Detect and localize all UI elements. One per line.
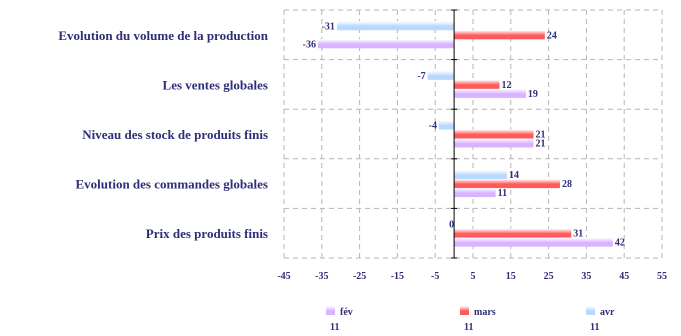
- legend-swatch-fév: [326, 306, 335, 315]
- data-label: -36: [303, 39, 316, 50]
- data-label: -7: [417, 71, 425, 82]
- bar-fév-2: [454, 138, 534, 148]
- legend-label-line2: 11: [464, 322, 473, 333]
- x-tick-label: 55: [657, 271, 667, 282]
- bar-mars-0: [454, 30, 545, 40]
- legend-label: avr: [600, 307, 615, 318]
- bar-avr-0: [336, 21, 455, 31]
- x-tick-label: 35: [581, 271, 591, 282]
- bar-avr-2: [438, 120, 455, 130]
- legend-label-line2: 11: [590, 322, 599, 333]
- x-tick-label: 15: [506, 271, 516, 282]
- data-label: 19: [528, 89, 538, 100]
- data-label: 0: [449, 220, 454, 231]
- legend-label: fév: [340, 307, 353, 318]
- bar-avr-3: [454, 170, 508, 180]
- x-tick-label: -15: [391, 271, 404, 282]
- data-label: 31: [573, 229, 583, 240]
- x-tick-label: 25: [544, 271, 554, 282]
- x-tick-label: -5: [431, 271, 439, 282]
- legend-label: mars: [474, 307, 496, 318]
- x-tick-label: 5: [471, 271, 476, 282]
- data-label: 28: [562, 179, 572, 190]
- x-tick-label: -45: [277, 271, 290, 282]
- legend-label-line2: 11: [330, 322, 339, 333]
- bar-mars-2: [454, 129, 534, 139]
- data-label: -31: [322, 21, 335, 32]
- category-label: Evolution des commandes globales: [76, 177, 269, 192]
- chart-grid: [283, 9, 663, 259]
- bar-fév-1: [454, 88, 526, 98]
- zero-axis: [451, 9, 458, 259]
- bar-mars-4: [454, 228, 572, 238]
- x-tick-labels: -45 -35 -25 -15 -5 5 15 25 35 45 55: [277, 271, 667, 282]
- data-label: 14: [509, 170, 519, 181]
- bar-avr-1: [427, 70, 455, 80]
- bar-fév-4: [454, 237, 613, 247]
- bar-fév-3: [454, 188, 496, 198]
- category-label: Les ventes globales: [163, 77, 268, 92]
- x-tick-label: -25: [353, 271, 366, 282]
- x-tick-label: 45: [619, 271, 629, 282]
- category-label: Evolution du volume de la production: [58, 28, 268, 43]
- x-tick-label: -35: [315, 271, 328, 282]
- bar-mars-1: [454, 79, 500, 89]
- category-labels: Evolution du volume de la production Les …: [58, 28, 268, 241]
- category-label: Niveau des stock de produits finis: [82, 127, 268, 142]
- data-label: 42: [615, 238, 625, 249]
- data-label: 12: [501, 80, 511, 91]
- data-label: -4: [429, 121, 437, 132]
- data-label: 24: [547, 30, 557, 41]
- legend-swatch-avr: [586, 306, 595, 315]
- data-label: 11: [498, 188, 507, 199]
- bar-mars-3: [454, 179, 560, 189]
- bar-fév-0: [318, 39, 455, 49]
- data-label: 21: [535, 130, 545, 141]
- chart-bars: [318, 21, 613, 247]
- category-label: Prix des produits finis: [146, 226, 268, 241]
- legend-swatch-mars: [460, 306, 469, 315]
- data-label: 21: [535, 139, 545, 150]
